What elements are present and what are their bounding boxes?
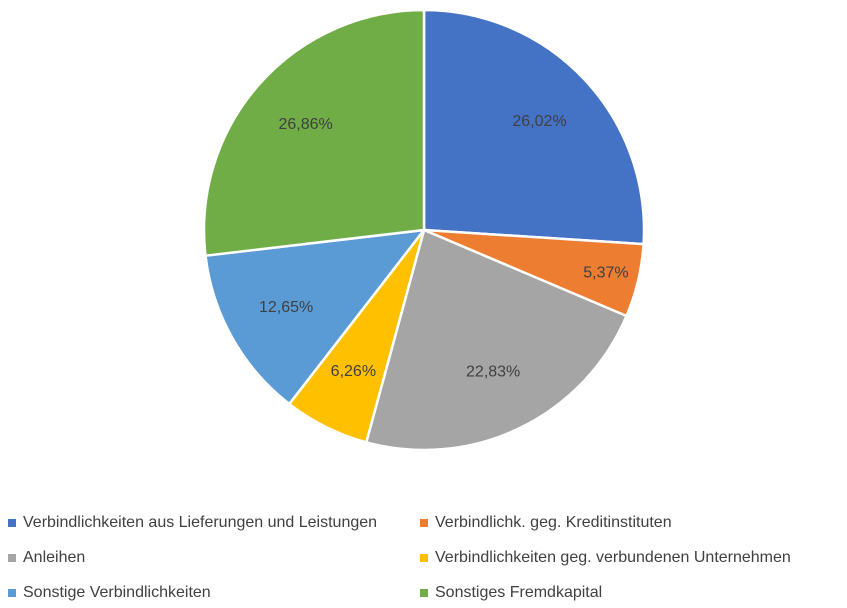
chart-legend: Verbindlichkeiten aus Lieferungen und Le… xyxy=(8,510,847,606)
legend-swatch xyxy=(8,519,16,527)
data-label-sonstiges-fremdkapital: 26,86% xyxy=(279,116,333,133)
pie-slice-sonstige-verbindlichkeiten xyxy=(204,228,426,406)
legend-item-sonstige-verbindlichkeiten: Sonstige Verbindlichkeiten xyxy=(8,580,420,606)
pie-chart: 26,02% 5,37% 22,83% 6,26% 12,65% 26,86% xyxy=(202,8,646,452)
pie-slice-verbindlichkeiten-aus-lieferungen-und-leistungen xyxy=(422,8,646,246)
legend-swatch xyxy=(420,589,428,597)
legend-swatch xyxy=(8,589,16,597)
data-label-verbindlichk-geg-kreditinstituten: 5,37% xyxy=(583,264,628,281)
legend-item-verbundene-unternehmen: Verbindlichkeiten geg. verbundenen Unter… xyxy=(420,545,847,571)
data-label-verbindlichkeiten-geg-verbundenen-unternehmen: 6,26% xyxy=(331,363,376,380)
pie-data-labels: 26,02% 5,37% 22,83% 6,26% 12,65% 26,86% xyxy=(259,113,629,381)
data-label-sonstige-verbindlichkeiten: 12,65% xyxy=(259,299,313,316)
legend-item-sonstiges-fremdkapital: Sonstiges Fremdkapital xyxy=(420,580,847,606)
legend-label: Verbindlichkeiten geg. verbundenen Unter… xyxy=(435,549,791,566)
legend-swatch xyxy=(8,554,16,562)
legend-swatch xyxy=(420,519,428,527)
pie-slice-sonstiges-fremdkapital xyxy=(202,8,426,257)
legend-label: Anleihen xyxy=(23,549,86,566)
legend-label: Sonstige Verbindlichkeiten xyxy=(23,584,211,601)
pie-slice-anleihen xyxy=(365,228,628,452)
legend-item-kreditinstitute: Verbindlichk. geg. Kreditinstituten xyxy=(420,510,847,536)
pie-slices xyxy=(202,8,646,452)
legend-label: Sonstiges Fremdkapital xyxy=(435,584,603,601)
data-label-verbindlichkeiten-aus-lieferungen-und-leistungen: 26,02% xyxy=(512,113,566,130)
legend-swatch xyxy=(420,554,428,562)
legend-label: Verbindlichk. geg. Kreditinstituten xyxy=(435,514,672,531)
legend-label: Verbindlichkeiten aus Lieferungen und Le… xyxy=(23,514,378,531)
legend-item-lieferungen: Verbindlichkeiten aus Lieferungen und Le… xyxy=(8,510,420,536)
legend-item-anleihen: Anleihen xyxy=(8,545,420,571)
data-label-anleihen: 22,83% xyxy=(466,364,520,381)
